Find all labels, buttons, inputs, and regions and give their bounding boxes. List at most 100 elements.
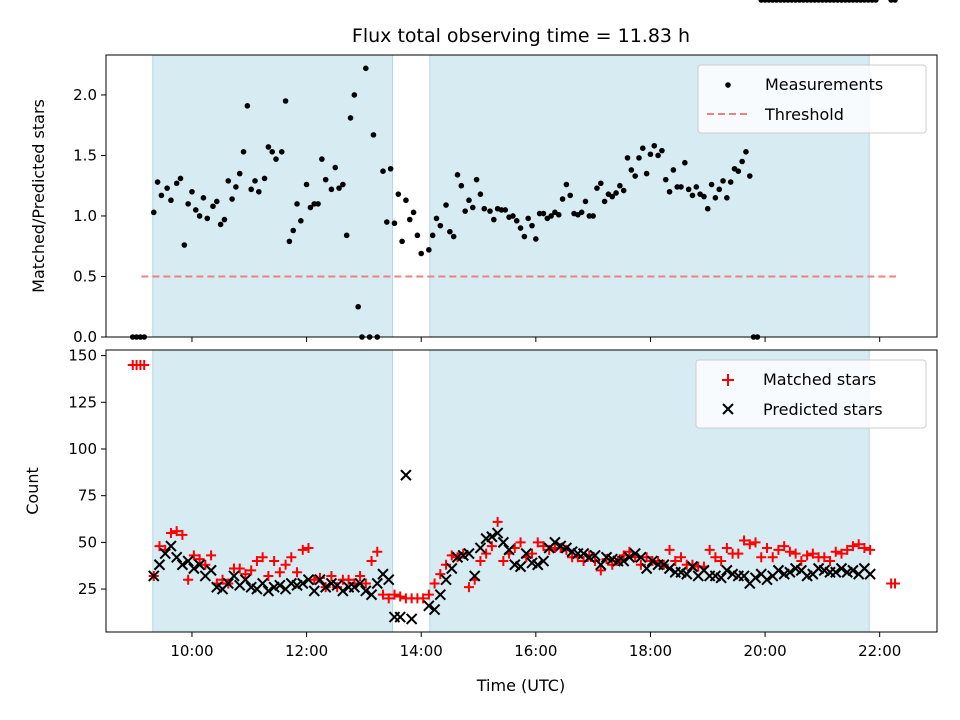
measurement-point [655, 152, 661, 159]
predicted-star-point [193, 559, 206, 571]
measurement-point [336, 185, 342, 191]
matched-star-point [246, 565, 257, 576]
measurement-point [666, 188, 673, 195]
measurement-point [594, 185, 600, 191]
matched-star-point [486, 541, 497, 552]
count-panel-frame [105, 349, 938, 633]
measurement-point [214, 198, 220, 205]
matched-star-point [865, 544, 876, 555]
matched-star-point [309, 574, 320, 585]
matched-star-point [463, 582, 474, 593]
predicted-star-point [560, 542, 573, 554]
matched-star-point [389, 589, 400, 600]
measurement-point [210, 203, 216, 210]
measurement-point [395, 191, 402, 197]
measurement-point [613, 190, 619, 196]
legend-measurements-label: Measurements [765, 75, 883, 94]
measurement-point [181, 242, 188, 248]
x-tick-label: 16:00 [514, 642, 557, 660]
measurement-point [716, 186, 723, 193]
matched-star-point [532, 537, 543, 548]
measurement-point [525, 215, 531, 222]
predicted-star-point [365, 588, 378, 601]
measurement-point [670, 167, 677, 173]
matched-star-point [889, 578, 900, 589]
matched-star-point [733, 548, 744, 559]
measurement-point [678, 184, 684, 190]
measurement-point [233, 184, 239, 190]
predicted-star-point [205, 564, 217, 577]
predicted-star-point [738, 570, 750, 582]
measurement-point [647, 151, 654, 158]
measurement-point [701, 193, 707, 200]
matched-star-point [183, 574, 194, 585]
predicted-star-point [537, 555, 550, 567]
predicted-star-point [440, 574, 452, 586]
measurement-point [458, 182, 465, 189]
predicted-star-point [170, 551, 183, 564]
measurement-point [510, 213, 516, 219]
matched-star-point [366, 556, 377, 567]
measurement-point [244, 103, 251, 109]
y-tick-label: 25 [78, 580, 97, 598]
matched-star-point [418, 593, 429, 604]
measurement-point [567, 192, 574, 199]
matched-star-point [853, 539, 864, 550]
measurement-point [609, 193, 616, 200]
count-legend-box [695, 359, 927, 429]
measurement-point [578, 209, 585, 216]
predicted-star-point [847, 564, 859, 577]
predicted-star-point [446, 562, 458, 575]
measurement-point [473, 176, 480, 183]
matched-star-point [595, 565, 606, 576]
matched-star-point [830, 546, 841, 557]
measurement-point [319, 156, 325, 162]
measurement-point [403, 197, 409, 204]
predicted-star-point [274, 579, 286, 592]
measurement-point [712, 195, 719, 201]
matched-star-point [555, 542, 566, 553]
predicted-star-point [428, 603, 441, 616]
predicted-star-point [589, 549, 601, 562]
ratio-plot-area [129, 0, 898, 340]
measurement-point [363, 65, 369, 72]
predicted-star-point [176, 559, 189, 571]
y-tick-label: 50 [78, 533, 97, 551]
measurement-point [265, 144, 272, 150]
matched-star-point [263, 570, 274, 581]
matched-star-point [761, 542, 772, 553]
matched-star-point [756, 552, 767, 563]
y-tick-label: 0.0 [73, 328, 97, 346]
measurement-point [158, 192, 165, 199]
matched-star-point [383, 593, 394, 604]
measurement-point [391, 220, 398, 227]
x-tick-label: 18:00 [629, 642, 672, 660]
predicted-star-point [646, 555, 659, 567]
matched-star-point [423, 589, 434, 600]
predicted-star-point [715, 572, 727, 584]
predicted-star-point [514, 560, 527, 573]
matched-star-point [292, 567, 303, 578]
matched-star-point [544, 544, 555, 555]
measurement-point [384, 219, 390, 225]
matched-star-point [139, 359, 150, 370]
measurement-point [204, 215, 211, 222]
predicted-star-point [503, 544, 515, 556]
measurement-point [315, 201, 321, 207]
predicted-star-point [148, 570, 160, 582]
y-tick-label: 100 [68, 440, 97, 458]
predicted-star-point [663, 562, 676, 575]
measurement-point [429, 232, 436, 239]
measurement-point [286, 238, 293, 245]
matched-star-point [601, 554, 612, 565]
matched-star-point [784, 546, 795, 557]
x-tick-label: 10:00 [170, 642, 213, 660]
matched-star-point [527, 548, 538, 559]
matched-star-point [847, 541, 858, 552]
matched-star-point [802, 550, 813, 561]
y-tick-label: 150 [68, 347, 97, 365]
measurement-point [340, 181, 346, 188]
predicted-star-point [721, 564, 733, 577]
matched-star-point [819, 552, 830, 563]
matched-star-point [355, 570, 366, 581]
